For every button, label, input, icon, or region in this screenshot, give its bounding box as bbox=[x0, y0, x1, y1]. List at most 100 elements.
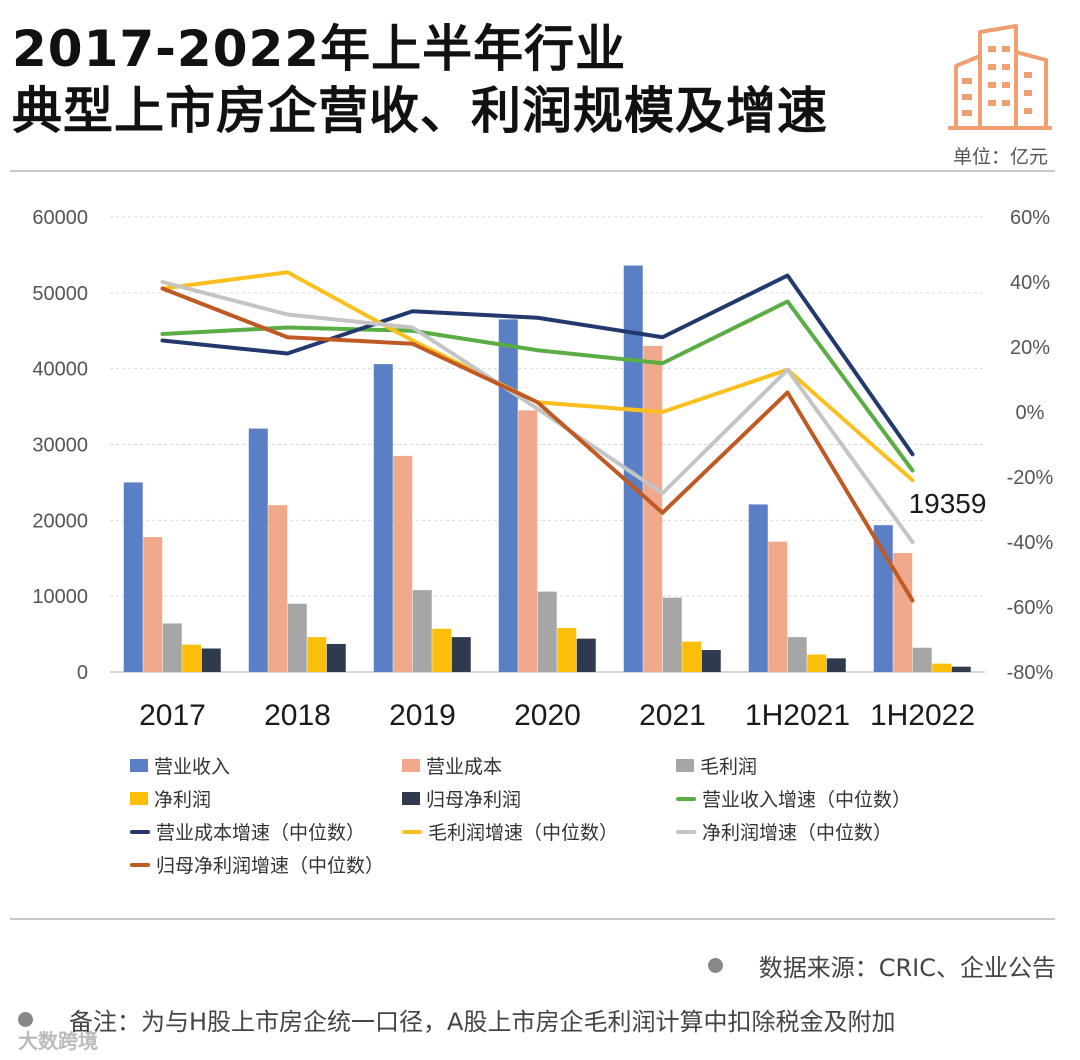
bar-gross bbox=[787, 637, 807, 672]
bar-parent_net bbox=[326, 643, 346, 672]
y-right-tick-label: -20% bbox=[1007, 467, 1054, 489]
y-left-tick-label: 20000 bbox=[32, 510, 88, 532]
bar-parent_net bbox=[951, 666, 971, 672]
legend-swatch bbox=[130, 759, 148, 772]
bar-revenue bbox=[748, 504, 768, 672]
legend-label: 毛利润增速（中位数） bbox=[428, 822, 619, 844]
bar-revenue bbox=[248, 428, 268, 672]
legend-swatch bbox=[676, 829, 696, 834]
bar-cost bbox=[643, 345, 663, 672]
legend-swatch bbox=[402, 829, 422, 834]
legend-item: 毛利润 bbox=[676, 752, 757, 779]
legend-item: 净利润增速（中位数） bbox=[676, 818, 892, 845]
legend-swatch bbox=[676, 759, 694, 772]
legend-swatch bbox=[130, 862, 150, 867]
legend-swatch bbox=[402, 759, 420, 772]
legend-label: 净利润 bbox=[154, 789, 212, 811]
y-left-tick-label: 60000 bbox=[32, 207, 88, 229]
y-left-tick-label: 0 bbox=[77, 662, 88, 684]
y-right-tick-label: 20% bbox=[1010, 337, 1050, 359]
bar-gross bbox=[912, 647, 932, 672]
legend-item: 营业收入 bbox=[130, 752, 230, 779]
legend-swatch bbox=[130, 792, 148, 805]
legend-item: 营业成本增速（中位数） bbox=[130, 818, 365, 845]
data-label: 19359 bbox=[909, 488, 987, 519]
legend-label: 营业成本增速（中位数） bbox=[156, 822, 366, 844]
legend-swatch bbox=[402, 792, 420, 805]
bar-revenue bbox=[873, 525, 893, 672]
legend-swatch bbox=[130, 829, 150, 834]
source-line: 数据来源：CRIC、企业公告 bbox=[707, 948, 1056, 983]
bar-net bbox=[807, 654, 827, 672]
legend-item: 归母净利润 bbox=[402, 785, 521, 812]
legend-label: 毛利润 bbox=[700, 756, 758, 778]
note-text: 备注：为与H股上市房企统一口径，A股上市房企毛利润计算中扣除税金及附加 bbox=[69, 1008, 896, 1036]
buildings-icon bbox=[948, 24, 1052, 130]
bullet-dot-icon bbox=[707, 958, 723, 973]
bullet-dot-icon bbox=[18, 1012, 33, 1027]
x-tick-label: 1H2022 bbox=[870, 699, 975, 732]
bar-gross bbox=[662, 597, 682, 672]
title-line-2: 典型上市房企营收、利润规模及增速 bbox=[12, 82, 828, 140]
chart-area: 0 10000 20000 30000 40000 50000 60000 -80% -60% -… bbox=[32, 207, 1054, 732]
line-parent_growth bbox=[160, 286, 915, 603]
note-line: 备注：为与H股上市房企统一口径，A股上市房企毛利润计算中扣除税金及附加 bbox=[18, 1002, 895, 1037]
line-net_growth bbox=[160, 280, 915, 544]
legend-label: 营业成本 bbox=[426, 756, 503, 778]
bar-net bbox=[932, 663, 952, 672]
x-tick-label: 2018 bbox=[264, 699, 331, 732]
x-tick-label: 1H2021 bbox=[745, 699, 850, 732]
bar-revenue bbox=[623, 265, 643, 672]
x-tick-label: 2019 bbox=[389, 699, 456, 732]
title-line-1: 2017-2022年上半年行业 bbox=[12, 20, 627, 78]
legend-item: 营业收入增速（中位数） bbox=[676, 785, 911, 812]
line-gross_growth bbox=[160, 270, 915, 483]
y-left-tick-label: 30000 bbox=[32, 435, 88, 457]
x-tick-label: 2017 bbox=[139, 699, 206, 732]
x-tick-label: 2021 bbox=[639, 699, 706, 732]
bar-net bbox=[307, 637, 327, 672]
bar-cost bbox=[143, 537, 163, 672]
bar-gross bbox=[412, 590, 432, 672]
bar-cost bbox=[893, 552, 913, 672]
bar-cost bbox=[393, 455, 413, 672]
legend-item: 归母净利润增速（中位数） bbox=[130, 851, 384, 878]
legend-label: 净利润增速（中位数） bbox=[702, 822, 893, 844]
bar-parent_net bbox=[201, 648, 221, 672]
legend-item: 营业成本 bbox=[402, 752, 502, 779]
x-tick-label: 2020 bbox=[514, 699, 581, 732]
bar-parent_net bbox=[451, 637, 471, 672]
legend-label: 营业收入 bbox=[154, 756, 231, 778]
bar-cost bbox=[768, 541, 788, 672]
y-right-tick-label: 0% bbox=[1016, 402, 1045, 424]
y-right-tick-label: -60% bbox=[1007, 597, 1054, 619]
y-left-tick-label: 10000 bbox=[32, 586, 88, 608]
y-left-tick-label: 40000 bbox=[32, 359, 88, 381]
legend-item: 毛利润增速（中位数） bbox=[402, 818, 618, 845]
bar-parent_net bbox=[701, 650, 721, 672]
line-revenue_growth bbox=[160, 299, 915, 473]
y-right-tick-label: 40% bbox=[1010, 272, 1050, 294]
y-right-tick-label: -80% bbox=[1007, 662, 1054, 684]
bar-net bbox=[557, 628, 577, 672]
bar-gross bbox=[287, 603, 307, 672]
top-divider bbox=[10, 170, 1055, 172]
bar-gross bbox=[537, 591, 557, 672]
legend-label: 归母净利润增速（中位数） bbox=[156, 855, 385, 877]
source-text: 数据来源：CRIC、企业公告 bbox=[758, 954, 1056, 982]
bar-net bbox=[682, 641, 702, 672]
bottom-divider bbox=[10, 918, 1055, 920]
legend-item: 净利润 bbox=[130, 785, 211, 812]
bar-cost bbox=[268, 505, 288, 672]
y-right-tick-label: -40% bbox=[1007, 532, 1054, 554]
y-right-tick-label: 60% bbox=[1010, 207, 1050, 229]
bar-cost bbox=[518, 410, 538, 672]
bar-net bbox=[432, 628, 452, 672]
line-cost_growth bbox=[160, 273, 915, 457]
chart-title: 2017-2022年上半年行业 典型上市房企营收、利润规模及增速 bbox=[12, 18, 828, 142]
bar-net bbox=[182, 644, 202, 672]
bar-revenue bbox=[498, 319, 518, 672]
legend-swatch bbox=[676, 796, 696, 801]
bar-revenue bbox=[373, 364, 393, 672]
legend-label: 营业收入增速（中位数） bbox=[702, 789, 912, 811]
